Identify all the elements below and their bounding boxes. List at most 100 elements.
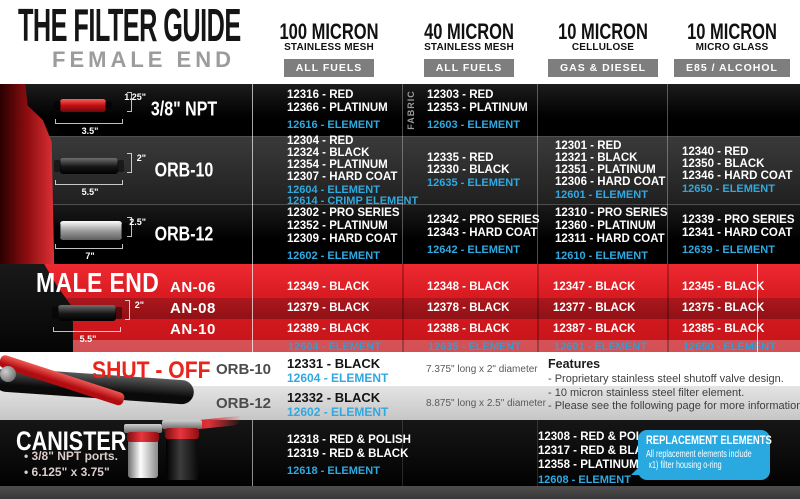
dimension-label-height: 2.5" (129, 216, 146, 227)
dimension-label-height: 2" (136, 152, 146, 163)
female-row-npt: 3/8" NPT 1.25" 3.5" 12316 - RED 12366 - P… (0, 84, 800, 136)
elements-list: 12650 - ELEMENT (682, 184, 796, 195)
part-number: 12378 - BLACK (427, 302, 510, 314)
parts-cell: 12339 - PRO SERIES 12341 - HARD COAT 1263… (682, 205, 796, 264)
canister-parts-cell: 12308 - RED & POLISH 12317 - RED & BLACK 1… (538, 430, 662, 486)
elements-list: 12616 - ELEMENT (287, 119, 399, 131)
part-number: 12388 - BLACK (427, 323, 510, 335)
part-number: 12345 - BLACK (682, 281, 765, 293)
canister-parts-cell: 12318 - RED & POLISH 12319 - RED & BLACK … (287, 433, 411, 477)
dimension-label-height: 2" (134, 300, 144, 310)
part-number: 12309 - HARD COAT (287, 233, 398, 245)
part-number: 12301 - RED (555, 140, 622, 152)
filter-body (54, 157, 124, 174)
column-header-10-micron-micro-glass: 10 MICRON MICRO GLASS E85 / ALCOHOL (664, 19, 800, 77)
column-separator (667, 84, 668, 264)
fuel-badge: E85 / ALCOHOL (674, 59, 790, 77)
callout-title: REPLACEMENT ELEMENTS (646, 435, 772, 447)
column-separator (537, 420, 538, 486)
parts-list: 12335 - RED 12330 - BLACK (427, 152, 535, 176)
parts-list: 12303 - RED 12353 - PLATINUM (427, 89, 535, 115)
dimension-label-length: 7" (85, 250, 95, 261)
part-number: 12379 - BLACK (287, 302, 370, 314)
fabric-note: FABRIC (406, 90, 416, 130)
part-number: 12354 - PLATINUM (287, 158, 388, 171)
parts-list: 12340 - RED 12350 - BLACK 12346 - HARD COA… (682, 146, 796, 182)
part-number: 12324 - BLACK (287, 146, 370, 159)
page-title: THE FILTER GUIDE (18, 0, 241, 51)
column-header-40-micron: 40 MICRON STAINLESS MESH ALL FUELS (398, 19, 540, 77)
filter-illustration: 2" 5.5" (52, 149, 146, 197)
column-header-100-micron: 100 MICRON STAINLESS MESH ALL FUELS (256, 21, 402, 77)
element-number: 12616 - ELEMENT (287, 119, 380, 131)
canister-bracket (124, 424, 162, 433)
parts-list: 12301 - RED 12321 - BLACK 12351 - PLATINUM… (555, 140, 665, 188)
part-number: 12302 - PRO SERIES (287, 207, 400, 219)
dimension-line (127, 216, 132, 237)
feature-item: - Proprietary stainless steel shutoff va… (548, 373, 784, 385)
micron-label: 40 MICRON (424, 19, 514, 44)
dimension-line (55, 243, 123, 249)
elements-list: 12603 - ELEMENT (427, 119, 535, 131)
shutoff-valve-fitting (0, 366, 16, 382)
part-number: 12310 - PRO SERIES (555, 207, 668, 219)
male-element-number: 12604 - ELEMENT (288, 341, 381, 353)
shutoff-section: SHUT - OFF ORB-10 ORB-12 12331 - BLACK 1… (0, 352, 800, 420)
part-number: 12358 - PLATINUM (538, 459, 639, 471)
parts-list: 12310 - PRO SERIES 12360 - PLATINUM 12311 … (555, 207, 668, 246)
part-number: 12306 - HARD COAT (555, 176, 666, 188)
feature-item: - Please see the following page for more… (548, 400, 800, 412)
elements-list: 12608 - ELEMENT (538, 474, 662, 486)
male-parts-column: 12348 - BLACK 12378 - BLACK 12388 - BLACK (427, 277, 509, 340)
elements-list: 12601 - ELEMENT (555, 190, 665, 201)
part-number: 12385 - BLACK (682, 323, 765, 335)
column-header-10-micron-cellulose: 10 MICRON CELLULOSE GAS & DIESEL (536, 21, 670, 77)
elements-list: 12610 - ELEMENT (555, 250, 665, 262)
dimension-line (55, 179, 123, 185)
features-title: Features (548, 357, 601, 371)
dimension-line (53, 327, 121, 332)
features-list: - Proprietary stainless steel shutoff va… (548, 373, 800, 414)
male-parts-column: 12345 - BLACK 12375 - BLACK 12385 - BLACK (682, 277, 764, 340)
female-row-orb12: ORB-12 2.5" 7" 12302 - PRO SERIES 12352 -… (0, 204, 800, 264)
parts-list: 12318 - RED & POLISH 12319 - RED & BLACK (287, 433, 411, 461)
an-row-label: AN-10 (170, 321, 216, 338)
fuel-badge: GAS & DIESEL (547, 59, 659, 77)
media-label: MICRO GLASS (695, 42, 769, 53)
parts-cell: 12301 - RED 12321 - BLACK 12351 - PLATINUM… (555, 137, 665, 204)
dimension-label-height: 1.25" (124, 92, 146, 102)
shutoff-element-number: 12604 - ELEMENT (287, 371, 389, 385)
male-end-title: MALE END (36, 267, 160, 298)
part-number: 12335 - RED (427, 152, 494, 164)
dimension-line (127, 152, 132, 173)
parts-cell: FABRIC 12303 - RED 12353 - PLATINUM 12603… (406, 84, 535, 136)
canister-title: CANISTER (16, 426, 127, 456)
parts-cell: 12302 - PRO SERIES 12352 - PLATINUM 12309 … (287, 205, 400, 264)
part-number: 12351 - PLATINUM (555, 164, 656, 176)
part-number: 12377 - BLACK (553, 302, 636, 314)
shutoff-row-label: ORB-12 (216, 395, 272, 412)
chrome-canister-photo (127, 432, 159, 478)
shutoff-element-number: 12602 - ELEMENT (287, 405, 389, 419)
part-number: 12311 - HARD COAT (555, 233, 665, 245)
part-number: 12319 - RED & BLACK (287, 448, 409, 460)
fitting-label: ORB-12 (154, 223, 214, 245)
male-parts-column: 12347 - BLACK 12377 - BLACK 12387 - BLACK (553, 277, 635, 340)
element-number: 12642 - ELEMENT (427, 243, 520, 256)
element-number: 12650 - ELEMENT (682, 183, 775, 195)
part-number: 12307 - HARD COAT (287, 170, 398, 183)
parts-cell: 12340 - RED 12350 - BLACK 12346 - HARD COA… (682, 137, 796, 204)
micron-label: 10 MICRON (687, 19, 777, 44)
shutoff-part-number: 12331 - BLACK (287, 356, 381, 371)
replacement-elements-callout: REPLACEMENT ELEMENTS All replacement ele… (631, 430, 772, 480)
shutoff-title: SHUT - OFF (92, 357, 211, 384)
parts-cell: 12304 - RED 12324 - BLACK 12354 - PLATINUM… (287, 135, 419, 207)
element-number: 12614 - CRIMP ELEMENT (287, 194, 419, 207)
parts-cell: 12335 - RED 12330 - BLACK 12635 - ELEMENT (427, 137, 535, 204)
shutoff-row-label: ORB-10 (216, 361, 272, 378)
column-separator (537, 264, 539, 352)
an-row-label: AN-08 (170, 300, 216, 317)
part-number: 12349 - BLACK (287, 281, 370, 293)
part-number: 12321 - BLACK (555, 152, 638, 164)
part-number: 12308 - RED & POLISH (538, 431, 662, 443)
